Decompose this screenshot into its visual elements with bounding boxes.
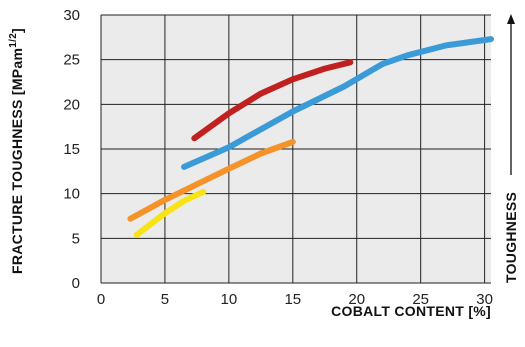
y-tick-label: 25 [63, 52, 80, 69]
y-axis-title: FRACTURE TOUGHNESS [MPam1/2] [8, 28, 25, 274]
series-layer [127, 36, 494, 238]
y-tick-labels: 0 5 10 15 20 25 30 [63, 7, 80, 292]
x-tick-label: 25 [412, 291, 429, 308]
x-tick-label: 5 [161, 291, 169, 308]
y-tick-label: 15 [63, 141, 80, 158]
y-tick-label: 30 [63, 7, 80, 24]
series-line-3 [127, 138, 296, 222]
y-tick-label: 10 [63, 186, 80, 203]
y-tick-label: 5 [72, 230, 80, 247]
toughness-arrow-head [507, 14, 515, 24]
x-tick-label: 30 [476, 291, 493, 308]
toughness-indicator: TOUGHNESS [503, 14, 519, 283]
y-tick-label: 0 [72, 275, 80, 292]
x-tick-label: 20 [348, 291, 365, 308]
x-axis-title: COBALT CONTENT [%] [331, 303, 491, 319]
x-tick-labels: 0 5 10 15 20 25 30 [97, 291, 493, 308]
y-axis-title-superscript: 1/2 [8, 33, 19, 48]
toughness-label: TOUGHNESS [503, 192, 519, 283]
y-axis-title-main: FRACTURE TOUGHNESS [MPam [9, 48, 25, 274]
series-line-2 [181, 36, 494, 170]
y-axis-title-close: ] [9, 28, 25, 33]
x-tick-label: 0 [97, 291, 105, 308]
series-line-1 [191, 59, 354, 142]
series-line-4 [133, 188, 207, 238]
y-tick-label: 20 [63, 96, 80, 113]
x-tick-label: 15 [284, 291, 301, 308]
x-tick-label: 10 [221, 291, 238, 308]
